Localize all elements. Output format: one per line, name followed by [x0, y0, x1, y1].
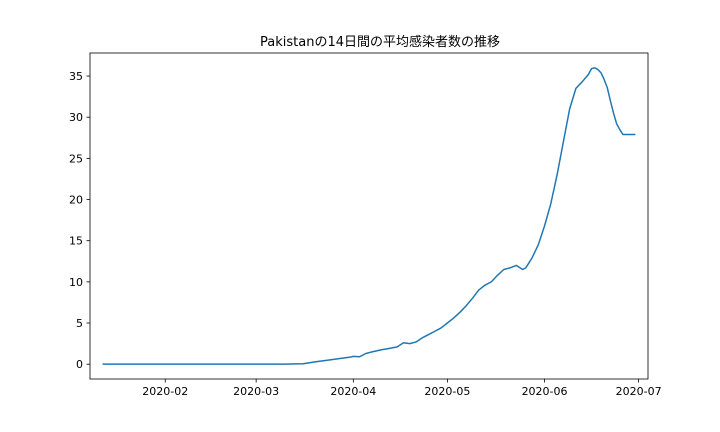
- y-tick-label-1: 5: [76, 317, 83, 330]
- y-tick-label-2: 10: [69, 276, 83, 289]
- y-tick-label-7: 35: [69, 70, 83, 83]
- x-tick-label-2: 2020-04: [330, 385, 376, 398]
- y-tick-label-3: 15: [69, 235, 83, 248]
- chart-title: Pakistanの14日間の平均感染者数の推移: [260, 34, 500, 50]
- series-line-0: [102, 67, 636, 365]
- y-tick-label-4: 20: [69, 194, 83, 207]
- y-tick-label-6: 30: [69, 111, 83, 124]
- x-tick-label-5: 2020-07: [616, 385, 662, 398]
- x-tick-label-3: 2020-05: [424, 385, 470, 398]
- y-tick-label-0: 0: [76, 358, 83, 371]
- axes-frame: [89, 52, 649, 380]
- plot-area: 2020-02 2020-03 2020-04 2020-05 2020-06 2020-…: [69, 52, 662, 398]
- x-tick-label-4: 2020-06: [522, 385, 568, 398]
- x-tick-label-0: 2020-02: [142, 385, 188, 398]
- x-tick-label-1: 2020-03: [233, 385, 279, 398]
- y-tick-label-5: 25: [69, 152, 83, 165]
